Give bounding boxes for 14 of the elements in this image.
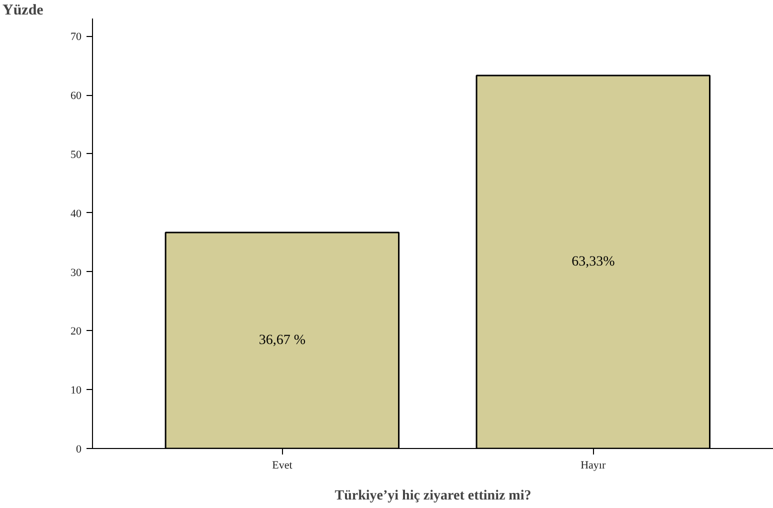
- x-tick-label: Hayır: [580, 460, 606, 472]
- data-label: 63,33%: [572, 254, 616, 270]
- x-tick-label: Evet: [272, 460, 292, 472]
- y-tick-label: 50: [70, 148, 82, 161]
- data-label: 36,67 %: [258, 333, 306, 348]
- y-tick-label: 20: [70, 326, 82, 338]
- y-tick-label: 30: [70, 266, 82, 279]
- y-tick-label: 40: [70, 208, 82, 220]
- x-axis-title: Türkiye’yi hiç ziyaret ettiniz mi?: [334, 488, 532, 504]
- y-tick-label: 70: [70, 31, 82, 44]
- y-tick-label: 0: [76, 444, 82, 456]
- y-tick-label: 60: [70, 90, 82, 102]
- y-tick-label: 10: [70, 384, 82, 397]
- y-axis-title: Yüzde: [2, 2, 44, 18]
